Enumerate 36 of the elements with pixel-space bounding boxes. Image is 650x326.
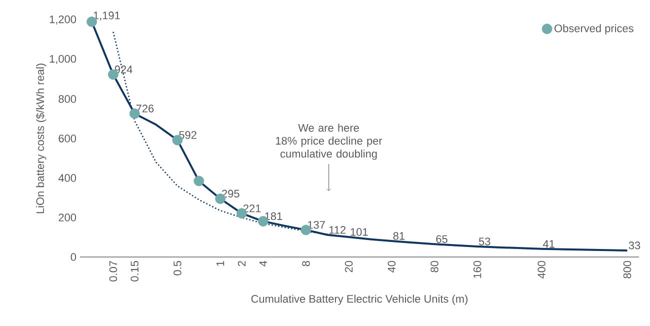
data-label: 65 [436, 235, 448, 243]
data-label: 924 [114, 66, 132, 74]
data-label: 41 [543, 240, 554, 248]
x-tick-label: 40 [388, 260, 396, 272]
y-tick-label: 1,000 [50, 54, 76, 64]
y-tick-label: 0 [70, 253, 76, 261]
annotation: We are here 18% price decline per cumulative doubling [276, 124, 382, 160]
data-label: 1,191 [94, 12, 120, 21]
x-tick-label: 0.5 [174, 260, 182, 276]
x-tick-label: 2 [238, 261, 246, 266]
data-label: 101 [350, 228, 368, 236]
legend-label: Observed prices [554, 24, 634, 34]
data-label: 137 [308, 220, 325, 229]
x-tick-label: 160 [473, 260, 482, 278]
x-tick-label: 8 [302, 261, 310, 266]
x-tick-label: 0.07 [109, 261, 118, 282]
data-label: 53 [478, 238, 490, 246]
x-tick-label: 400 [538, 260, 546, 279]
y-tick-label: 200 [58, 214, 76, 222]
x-tick-label: 800 [623, 260, 632, 278]
data-label: 33 [628, 242, 640, 250]
data-label: 112 [329, 226, 346, 234]
y-axis-title: LiOn battery costs ($/kWh real) [36, 64, 46, 214]
point [194, 176, 204, 186]
x-tick-label: 20 [344, 260, 353, 272]
y-tick-label: 400 [58, 174, 76, 182]
x-tick-label: 1 [216, 261, 224, 266]
x-axis-title: Cumulative Battery Electric Vehicle Units (m) [251, 294, 468, 305]
data-label: 81 [393, 232, 404, 240]
data-label: 726 [136, 104, 154, 112]
x-tick-label: 80 [430, 260, 438, 272]
y-tick-label: 1,200 [50, 15, 76, 25]
y-tick-label: 600 [58, 134, 76, 142]
x-tick-label: 4 [259, 260, 267, 266]
x-tick-label: 0.15 [130, 260, 138, 282]
y-tick-label: 800 [58, 95, 76, 103]
